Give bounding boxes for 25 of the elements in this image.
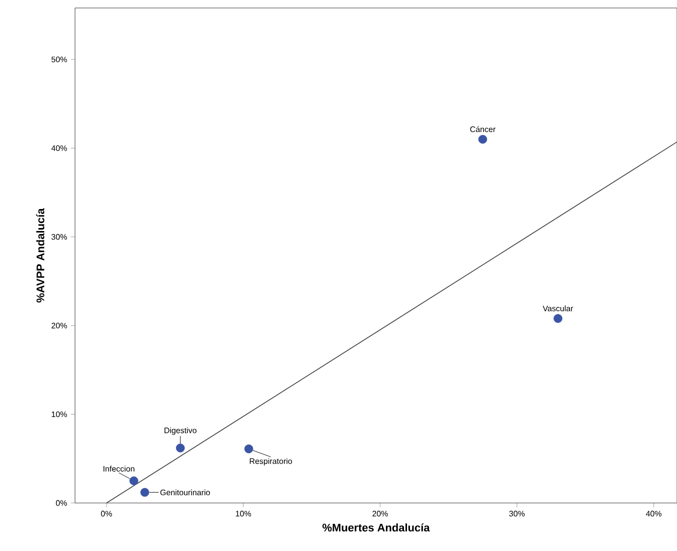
annotation: Genitourinario	[160, 489, 210, 496]
y-tick-label: 40%	[51, 145, 67, 151]
point	[478, 134, 488, 144]
x-tick-label: 30%	[509, 510, 525, 516]
y-tick-label: 0%	[56, 500, 67, 506]
y-tick-label: 10%	[52, 411, 67, 418]
y-tick-label: 30%	[51, 234, 67, 240]
x-tick-label: 40%	[646, 510, 662, 516]
x-tick-label: 10%	[236, 510, 252, 516]
x-axis-title: %Muertes Andalucía	[322, 523, 430, 532]
annotation: Cáncer	[470, 126, 496, 132]
annotation: Digestivo	[164, 427, 196, 435]
annotation: Infeccion	[104, 466, 134, 472]
annotation: Respiratorio	[250, 458, 292, 466]
point	[129, 476, 138, 486]
y-axis-title: %AVPP Andalucía	[36, 208, 44, 302]
point	[176, 444, 185, 452]
y-tick-label: 50%	[52, 56, 67, 62]
point	[554, 314, 562, 323]
x-tick-label: 20%	[372, 510, 388, 516]
x-tick-label: 0%	[101, 510, 112, 516]
point	[140, 488, 150, 497]
annotation: Vascular	[542, 305, 574, 312]
point	[244, 444, 254, 454]
y-tick-label: 20%	[52, 322, 67, 328]
